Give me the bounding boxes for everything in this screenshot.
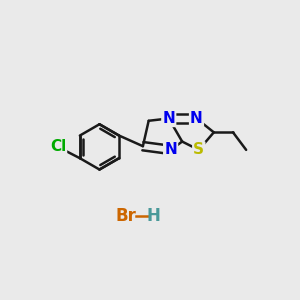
Text: N: N <box>190 111 203 126</box>
Text: S: S <box>193 142 204 158</box>
Text: Br: Br <box>116 207 136 225</box>
Text: Cl: Cl <box>50 140 66 154</box>
Text: N: N <box>162 111 175 126</box>
Text: H: H <box>147 207 161 225</box>
Text: N: N <box>164 142 177 158</box>
